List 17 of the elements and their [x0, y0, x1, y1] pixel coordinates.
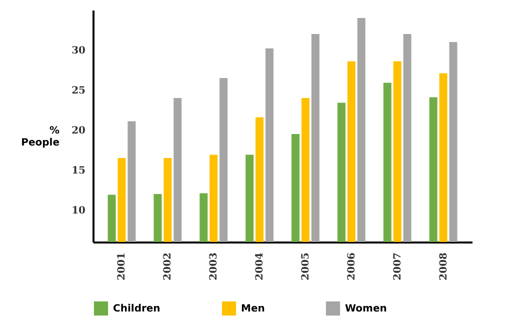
x-tick-label: 2003: [208, 252, 220, 280]
legend-label: Men: [241, 303, 265, 314]
y-axis-title: % People: [21, 126, 60, 148]
y-tick-label: 25: [72, 86, 86, 96]
y-tick-label: 20: [72, 126, 86, 136]
x-tick-label: 2002: [162, 252, 174, 280]
y-tick-label: 10: [72, 206, 86, 216]
x-tick-label: 2001: [116, 252, 128, 280]
x-tick-label: 2006: [346, 252, 358, 280]
x-tick-label: 2005: [300, 252, 312, 280]
x-tick-label: 2008: [438, 252, 450, 280]
y-tick-label: 30: [72, 46, 86, 56]
x-tick-label: 2007: [392, 252, 404, 280]
y-tick-label: 15: [72, 166, 86, 176]
legend-label: Women: [345, 303, 387, 314]
legend-label: Children: [113, 303, 160, 314]
x-tick-label: 2004: [254, 252, 266, 280]
